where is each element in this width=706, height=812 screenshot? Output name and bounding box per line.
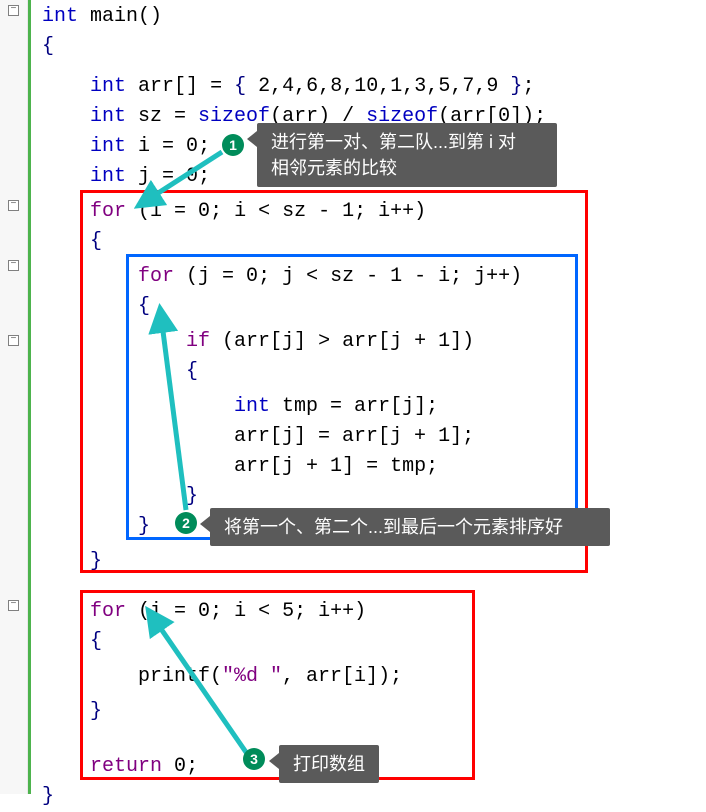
annotation-badge-3: 3 bbox=[243, 748, 265, 770]
tooltip-pointer bbox=[269, 753, 279, 769]
tooltip-2: 将第一个、第二个...到最后一个元素排序好 bbox=[210, 508, 610, 546]
tooltip-pointer bbox=[200, 516, 210, 532]
tooltip-3: 打印数组 bbox=[279, 745, 379, 783]
tooltip-pointer bbox=[247, 131, 257, 147]
annotation-badge-2: 2 bbox=[175, 512, 197, 534]
annotation-arrows bbox=[0, 0, 706, 794]
tooltip-1: 进行第一对、第二队...到第 i 对相邻元素的比较 bbox=[257, 123, 557, 187]
annotation-badge-1: 1 bbox=[222, 134, 244, 156]
